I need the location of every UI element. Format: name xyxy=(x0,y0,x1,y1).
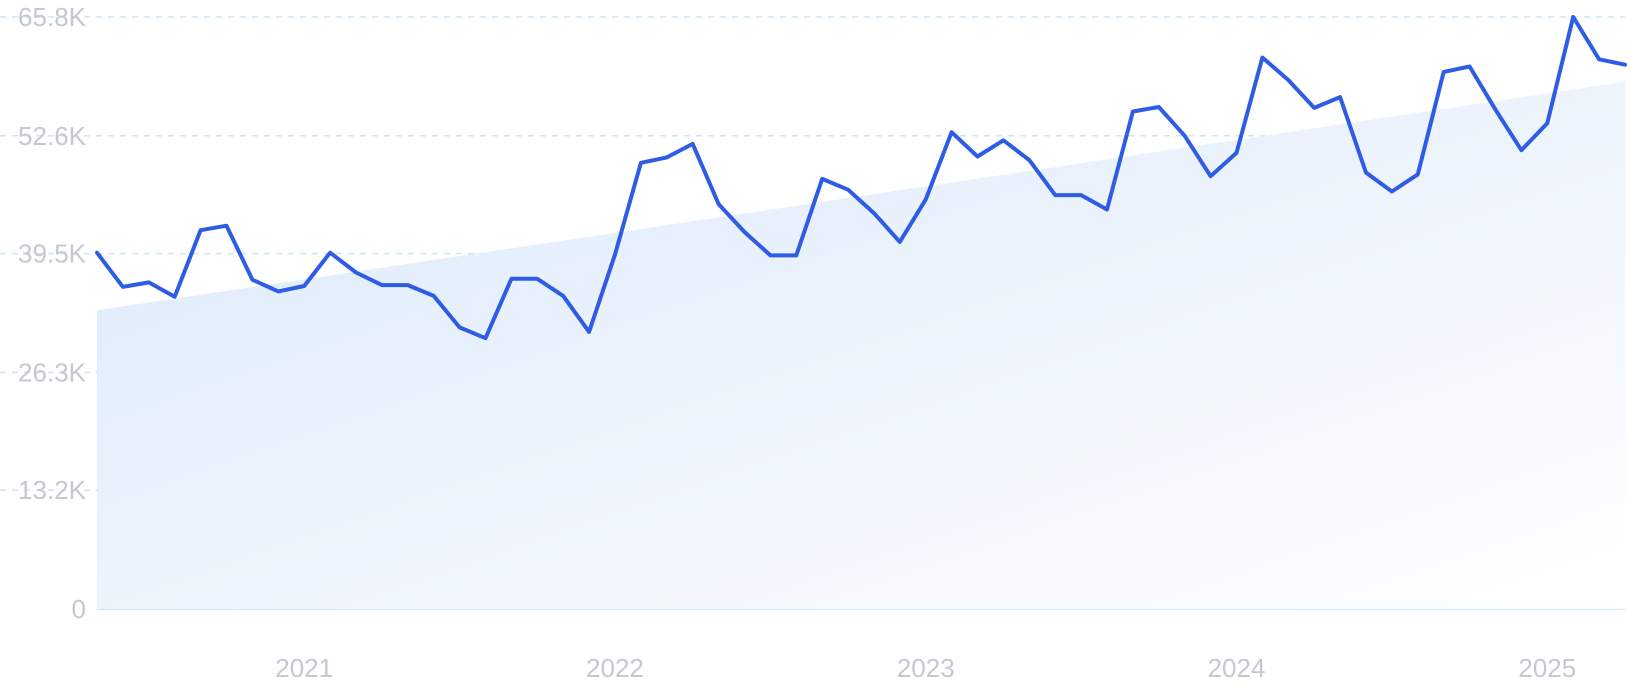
data-point xyxy=(1285,77,1291,83)
data-point xyxy=(716,201,722,207)
data-point xyxy=(819,176,825,182)
data-point xyxy=(638,160,644,166)
data-point xyxy=(172,294,178,300)
data-point xyxy=(1415,171,1421,177)
y-tick-label: 52.6K xyxy=(18,121,87,151)
data-point xyxy=(1130,109,1136,115)
data-point xyxy=(146,279,152,285)
y-axis: 0 13.2K 26.3K 39.5K 52.6K 65.8K xyxy=(18,2,87,624)
data-point xyxy=(249,277,255,283)
x-tick-label: 2021 xyxy=(275,653,333,683)
data-point xyxy=(1026,157,1032,163)
data-point xyxy=(923,197,929,203)
data-point xyxy=(871,210,877,216)
data-point xyxy=(664,154,670,160)
data-point xyxy=(1104,207,1110,213)
y-tick-label: 13.2K xyxy=(18,475,87,505)
data-point xyxy=(327,250,333,256)
data-point xyxy=(1493,107,1499,113)
data-point xyxy=(353,270,359,276)
data-point xyxy=(431,293,437,299)
data-point xyxy=(1544,120,1550,126)
data-point xyxy=(897,239,903,245)
data-point xyxy=(586,329,592,335)
data-point xyxy=(1363,170,1369,176)
data-point xyxy=(1467,64,1473,70)
x-tick-label: 2022 xyxy=(586,653,644,683)
data-point xyxy=(1518,147,1524,153)
data-point xyxy=(198,227,204,233)
data-point xyxy=(793,252,799,258)
data-point xyxy=(1182,133,1188,139)
data-point xyxy=(1000,137,1006,143)
trend-area-layer xyxy=(97,81,1625,609)
data-point xyxy=(742,229,748,235)
data-point xyxy=(1052,192,1058,198)
data-point xyxy=(94,250,100,256)
data-point xyxy=(1078,192,1084,198)
data-point xyxy=(379,282,385,288)
data-point xyxy=(690,141,696,147)
x-axis: 2021 2022 2023 2024 2025 xyxy=(275,653,1576,683)
data-point xyxy=(483,335,489,341)
data-point xyxy=(767,252,773,258)
data-point xyxy=(457,324,463,330)
data-point xyxy=(1259,55,1265,61)
data-point xyxy=(1622,62,1628,68)
data-point xyxy=(1156,104,1162,110)
data-point xyxy=(612,252,618,258)
series-line xyxy=(95,15,1627,341)
data-point xyxy=(845,187,851,193)
data-point xyxy=(1311,105,1317,111)
data-point xyxy=(1337,94,1343,100)
y-tick-label: 39.5K xyxy=(18,239,87,269)
data-point xyxy=(1208,173,1214,179)
y-tick-label: 0 xyxy=(72,594,86,624)
data-point xyxy=(224,223,230,229)
data-point xyxy=(534,276,540,282)
data-point xyxy=(1389,189,1395,195)
data-point xyxy=(275,288,281,294)
data-point xyxy=(1570,14,1576,20)
data-point xyxy=(560,293,566,299)
trend-area xyxy=(97,81,1625,609)
x-tick-label: 2024 xyxy=(1208,653,1266,683)
y-tick-label: 26.3K xyxy=(18,357,87,387)
data-point xyxy=(949,129,955,135)
data-point xyxy=(508,276,514,282)
y-tick-label: 65.8K xyxy=(18,2,87,32)
data-point xyxy=(301,283,307,289)
data-point xyxy=(1596,56,1602,62)
x-tick-label: 2023 xyxy=(897,653,955,683)
x-tick-label: 2025 xyxy=(1518,653,1576,683)
series-line-layer xyxy=(94,14,1628,341)
data-point xyxy=(120,284,126,290)
data-point xyxy=(975,154,981,160)
data-point xyxy=(1234,150,1240,156)
data-point xyxy=(1441,69,1447,75)
data-point xyxy=(405,282,411,288)
